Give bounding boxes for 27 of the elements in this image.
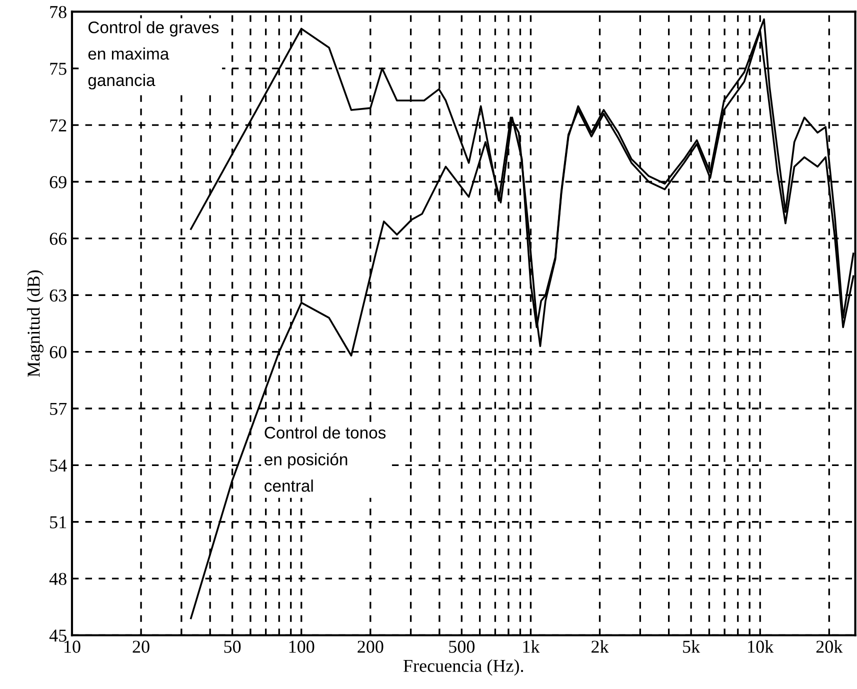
x-axis-title: Frecuencia (Hz). [404, 659, 524, 676]
y-tick-label: 78 [50, 6, 66, 18]
text: Control de graves en maxima ganancia [88, 21, 219, 90]
x-tick-label: 100 [289, 640, 314, 653]
y-tick-label: 45 [49, 630, 66, 642]
x-tick-label: 10 [64, 640, 80, 653]
y-tick-label: 48 [49, 572, 66, 586]
y-tick-label: 66 [50, 232, 67, 245]
series-label: Control de tonos en posición central [264, 426, 386, 492]
y-tick-label: 72 [50, 119, 66, 132]
y-tick-label: 63 [50, 289, 66, 302]
x-tick-label: 1k [523, 640, 540, 653]
x-tick-label: 2k [592, 640, 609, 653]
y-tick-label: 69 [50, 176, 66, 188]
y-axis-title: Magnitud (dB) [27, 270, 44, 377]
x-tick-label: 20 [132, 640, 150, 653]
y-tick-label: 54 [50, 460, 67, 472]
y-tick-label: 75 [50, 62, 66, 75]
x-tick-label: 20k [816, 640, 843, 653]
y-tick-label: 57 [50, 402, 67, 415]
x-tick-label: 500 [449, 640, 475, 653]
x-tick-label: 10k [748, 640, 774, 653]
x-tick-label: 50 [224, 640, 241, 653]
x-tick-label: 5k [683, 640, 700, 653]
y-tick-label: 60 [50, 346, 66, 358]
y-tick-label: 51 [50, 516, 66, 528]
x-tick-label: 200 [358, 640, 384, 653]
